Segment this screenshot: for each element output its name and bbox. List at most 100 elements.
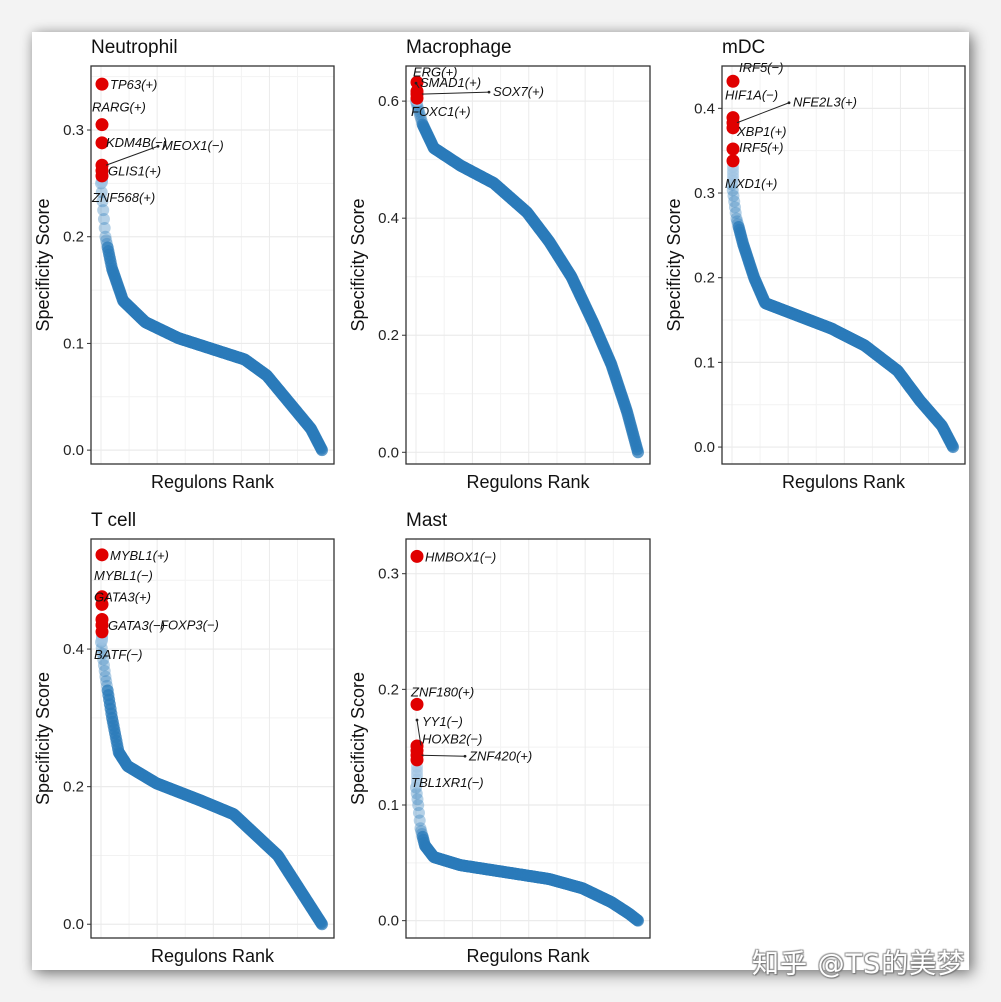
regulon-point: [97, 659, 110, 672]
y-tick-label: 0.4: [378, 210, 399, 227]
regulon-point: [97, 653, 110, 666]
y-tick-label: 0.0: [63, 442, 84, 459]
label-leader-line: [420, 754, 466, 757]
regulon-point: [728, 195, 741, 208]
highlighted-regulon-point: [95, 548, 109, 562]
plot-border: [90, 538, 335, 939]
panel-macrophage: 0.0 0.2 0.4 0.6 ERG(+)SMAD1(+) SOX7(+) FOXC1(+…: [348, 37, 651, 492]
highlighted-regulon-point: [410, 697, 424, 711]
regulon-point: [729, 206, 742, 219]
regulon-point: [96, 195, 109, 208]
regulon-label: MYBL1(−): [94, 568, 153, 583]
y-tick-label: 0.2: [378, 327, 399, 344]
regulon-point: [947, 441, 959, 454]
plot-border: [405, 65, 651, 465]
arrow-head: [787, 101, 791, 105]
y-axis-label: Specificity Score: [33, 198, 53, 331]
plot-border: [405, 538, 651, 939]
regulon-point: [411, 793, 424, 806]
panel-neutrophil: 0.0 0.1 0.2 0.3 TP63(+) RARG(+) KDM4B(−)MEOX1(…: [33, 37, 335, 492]
regulon-label: BATF(−): [94, 647, 143, 662]
highlighted-regulon-point: [95, 136, 109, 150]
highlighted-regulon-point: [95, 625, 109, 639]
regulon-point: [97, 204, 110, 217]
y-tick-label: 0.0: [63, 916, 84, 933]
label-leader-line: [420, 91, 490, 95]
highlighted-regulon-point: [726, 154, 740, 168]
regulon-label: ERG(+): [413, 64, 457, 79]
regulon-label: TBL1XR1(−): [411, 775, 484, 790]
x-axis-label: Regulons Rank: [782, 472, 906, 492]
highlighted-regulon-point: [410, 753, 424, 767]
x-axis-label: Regulons Rank: [466, 472, 590, 492]
regulon-label: YY1(−): [422, 714, 463, 729]
regulon-point: [99, 670, 112, 683]
y-tick-label: 0.3: [694, 185, 715, 202]
regulon-label: SOX7(+): [493, 84, 544, 99]
regulon-point: [727, 189, 740, 202]
highlighted-regulon-point: [410, 549, 424, 563]
regulon-label: MXD1(+): [725, 176, 777, 191]
y-tick-label: 0.1: [378, 797, 399, 814]
regulon-points: [410, 760, 644, 927]
regulon-point: [316, 918, 328, 931]
regulon-label: IRF5(−): [739, 60, 783, 75]
regulon-point: [413, 814, 426, 827]
y-tick-label: 0.0: [378, 444, 399, 461]
regulon-label: TP63(+): [110, 77, 157, 92]
regulon-label: FOXP3(−): [160, 617, 219, 632]
panel-title: Mast: [406, 510, 448, 531]
label-leader-line: [105, 145, 159, 166]
x-axis-label: Regulons Rank: [151, 472, 275, 492]
regulon-label: KDM4B(−): [106, 135, 167, 150]
regulon-label: SMAD1(+): [420, 75, 481, 90]
y-tick-label: 0.0: [694, 439, 715, 456]
regulon-label: ZNF180(+): [410, 684, 474, 699]
y-tick-label: 0.4: [63, 641, 84, 658]
highlighted-regulon-point: [95, 118, 109, 132]
arrow-head: [415, 718, 419, 722]
regulon-label: MEOX1(−): [162, 138, 224, 153]
regulon-point: [95, 186, 108, 199]
regulon-point: [413, 108, 426, 121]
regulon-point: [97, 213, 110, 226]
y-tick-label: 0.2: [378, 681, 399, 698]
y-tick-label: 0.6: [378, 93, 399, 110]
regulon-point: [728, 201, 741, 214]
y-tick-label: 0.4: [694, 100, 715, 117]
regulon-point: [726, 184, 739, 197]
regulon-label: IRF5(+): [739, 140, 783, 155]
panel-title: mDC: [722, 37, 765, 58]
panel-title: Neutrophil: [91, 37, 178, 58]
panel-mast: 0.0 0.1 0.2 0.3 HMBOX1(−) ZNF180(+) YY1(−) HOXB…: [348, 510, 651, 966]
regulon-points: [95, 171, 328, 457]
regulon-point: [316, 444, 328, 457]
regulon-point: [410, 787, 423, 800]
panel-t-cell: 0.0 0.2 0.4 MYBL1(+) MYBL1(−) GATA3(+) FOXP3(−…: [33, 510, 335, 966]
regulon-label: NFE2L3(+): [793, 95, 857, 110]
y-tick-label: 0.2: [63, 779, 84, 796]
regulon-label: HOXB2(−): [422, 732, 482, 747]
y-axis-label: Specificity Score: [664, 198, 684, 331]
panel-title: Macrophage: [406, 37, 512, 58]
regulon-point: [98, 664, 111, 677]
y-tick-label: 0.3: [378, 566, 399, 583]
regulon-point: [96, 647, 109, 660]
regulon-point: [412, 105, 425, 118]
x-axis-label: Regulons Rank: [466, 946, 590, 966]
highlighted-regulon-point: [95, 169, 109, 183]
regulon-point: [100, 675, 113, 688]
x-axis-label: Regulons Rank: [151, 946, 275, 966]
arrow-head: [463, 754, 467, 758]
y-axis-label: Specificity Score: [348, 198, 368, 331]
regulon-label: ZNF568(+): [91, 190, 155, 205]
y-tick-label: 0.2: [63, 229, 84, 246]
regulon-point: [632, 914, 644, 927]
plot-background: [91, 66, 334, 464]
highlighted-regulon-point: [726, 121, 740, 135]
label-leader-line: [416, 719, 422, 747]
label-leader-line: [736, 102, 790, 124]
arrow-head: [414, 81, 418, 85]
y-axis-label: Specificity Score: [348, 672, 368, 805]
panel-mdc: 0.0 0.1 0.2 0.3 0.4 IRF5(−) HIF1A(−) NFE2L3(+) X…: [664, 37, 966, 492]
